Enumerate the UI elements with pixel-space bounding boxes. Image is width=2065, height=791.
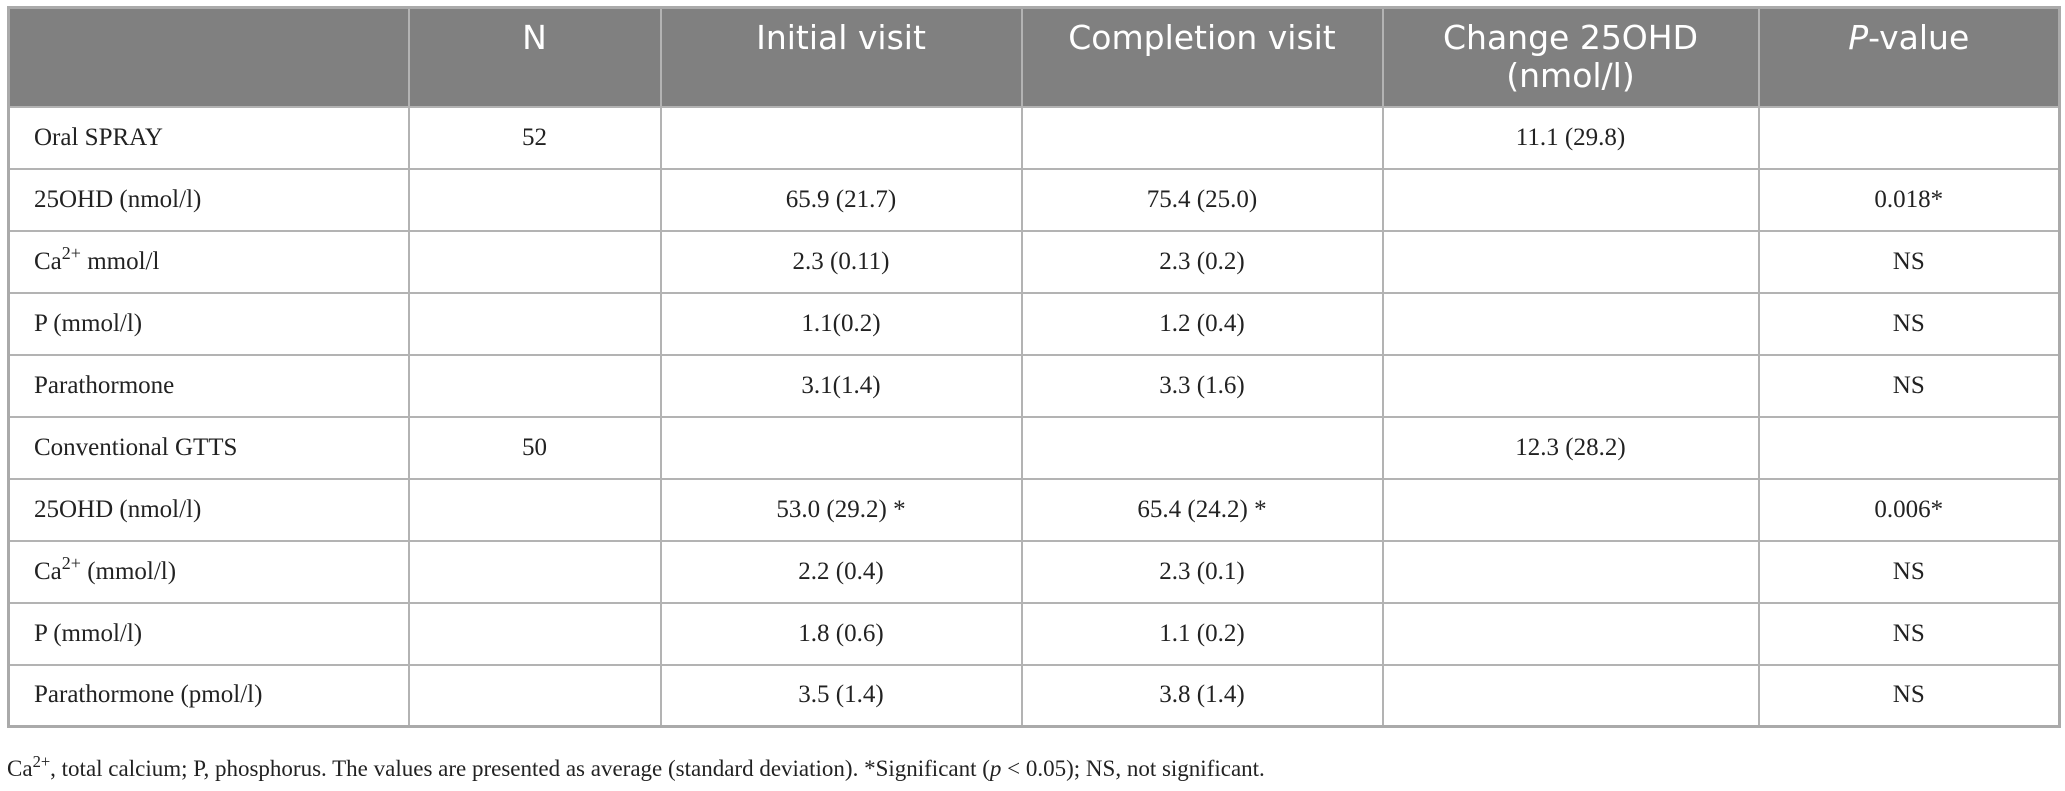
cell-p-value bbox=[1757, 415, 2061, 480]
header-p-italic: P bbox=[1848, 18, 1869, 57]
results-table-container: N Initial visit Completion visit Change … bbox=[7, 6, 2061, 728]
footnote-post: < 0.05); NS, not significant. bbox=[1001, 756, 1265, 781]
cell-initial: 53.0 (29.2) * bbox=[659, 477, 1023, 542]
results-table: N Initial visit Completion visit Change … bbox=[7, 6, 2061, 728]
cell-initial bbox=[659, 105, 1023, 170]
table-footnote: Ca2+, total calcium; P, phosphorus. The … bbox=[7, 753, 1265, 782]
row-label: Parathormone bbox=[7, 353, 410, 418]
cell-initial: 65.9 (21.7) bbox=[659, 167, 1023, 232]
row-label: Ca2+ (mmol/l) bbox=[7, 539, 410, 604]
cell-p-value bbox=[1757, 105, 2061, 170]
cell-p-value: NS bbox=[1757, 291, 2061, 356]
cell-n bbox=[407, 167, 662, 232]
cell-change bbox=[1381, 601, 1760, 666]
cell-p-value: NS bbox=[1757, 229, 2061, 294]
cell-change bbox=[1381, 229, 1760, 294]
cell-initial: 2.3 (0.11) bbox=[659, 229, 1023, 294]
table-row: P (mmol/l) 1.1(0.2) 1.2 (0.4) NS bbox=[7, 291, 2061, 356]
cell-completion: 1.1 (0.2) bbox=[1020, 601, 1384, 666]
row-label: Oral SPRAY bbox=[7, 105, 410, 170]
row-label: P (mmol/l) bbox=[7, 601, 410, 666]
cell-p-value: NS bbox=[1757, 663, 2061, 728]
cell-n bbox=[407, 539, 662, 604]
table-header-row: N Initial visit Completion visit Change … bbox=[7, 6, 2061, 108]
footnote-italic-p: p bbox=[989, 756, 1002, 781]
cell-n bbox=[407, 291, 662, 356]
table-row: 25OHD (nmol/l) 65.9 (21.7) 75.4 (25.0) 0… bbox=[7, 167, 2061, 232]
row-label: Parathormone (pmol/l) bbox=[7, 663, 410, 728]
footnote-pre: Ca bbox=[7, 756, 33, 781]
header-empty bbox=[7, 6, 410, 108]
cell-completion: 3.8 (1.4) bbox=[1020, 663, 1384, 728]
cell-initial bbox=[659, 415, 1023, 480]
cell-change bbox=[1381, 539, 1760, 604]
cell-initial: 2.2 (0.4) bbox=[659, 539, 1023, 604]
cell-n bbox=[407, 477, 662, 542]
table-row: Oral SPRAY 52 11.1 (29.8) bbox=[7, 105, 2061, 170]
row-label: Conventional GTTS bbox=[7, 415, 410, 480]
row-label-pre: Ca bbox=[34, 247, 62, 275]
cell-change bbox=[1381, 353, 1760, 418]
cell-initial: 1.1(0.2) bbox=[659, 291, 1023, 356]
row-label-post: (mmol/l) bbox=[80, 557, 177, 585]
footnote-sup: 2+ bbox=[32, 751, 51, 771]
cell-change bbox=[1381, 663, 1760, 728]
header-change-line1: Change 25OHD bbox=[1442, 18, 1699, 57]
cell-change bbox=[1381, 477, 1760, 542]
row-label-sup: 2+ bbox=[61, 552, 81, 573]
cell-change bbox=[1381, 167, 1760, 232]
cell-change bbox=[1381, 291, 1760, 356]
cell-p-value: NS bbox=[1757, 601, 2061, 666]
cell-initial: 1.8 (0.6) bbox=[659, 601, 1023, 666]
row-label: P (mmol/l) bbox=[7, 291, 410, 356]
cell-completion: 65.4 (24.2) * bbox=[1020, 477, 1384, 542]
row-label-post: mmol/l bbox=[80, 247, 160, 275]
header-change-line2: (nmol/l) bbox=[1506, 56, 1635, 95]
cell-completion: 3.3 (1.6) bbox=[1020, 353, 1384, 418]
header-change-25ohd: Change 25OHD (nmol/l) bbox=[1381, 6, 1760, 108]
cell-n bbox=[407, 601, 662, 666]
cell-completion: 75.4 (25.0) bbox=[1020, 167, 1384, 232]
cell-p-value: 0.006* bbox=[1757, 477, 2061, 542]
row-label: 25OHD (nmol/l) bbox=[7, 477, 410, 542]
cell-n bbox=[407, 663, 662, 728]
cell-p-value: 0.018* bbox=[1757, 167, 2061, 232]
header-p-rest: -value bbox=[1868, 18, 1970, 57]
row-label: Ca2+ mmol/l bbox=[7, 229, 410, 294]
cell-n bbox=[407, 353, 662, 418]
table-row: 25OHD (nmol/l) 53.0 (29.2) * 65.4 (24.2)… bbox=[7, 477, 2061, 542]
cell-n: 50 bbox=[407, 415, 662, 480]
row-label-sup: 2+ bbox=[61, 242, 81, 263]
header-p-value: P-value bbox=[1757, 6, 2061, 108]
cell-initial: 3.5 (1.4) bbox=[659, 663, 1023, 728]
cell-completion: 2.3 (0.1) bbox=[1020, 539, 1384, 604]
cell-change: 11.1 (29.8) bbox=[1381, 105, 1760, 170]
cell-completion: 2.3 (0.2) bbox=[1020, 229, 1384, 294]
table-row: Parathormone (pmol/l) 3.5 (1.4) 3.8 (1.4… bbox=[7, 663, 2061, 728]
table-row: Conventional GTTS 50 12.3 (28.2) bbox=[7, 415, 2061, 480]
cell-completion: 1.2 (0.4) bbox=[1020, 291, 1384, 356]
row-label: 25OHD (nmol/l) bbox=[7, 167, 410, 232]
table-row: Ca2+ (mmol/l) 2.2 (0.4) 2.3 (0.1) NS bbox=[7, 539, 2061, 604]
table-row: P (mmol/l) 1.8 (0.6) 1.1 (0.2) NS bbox=[7, 601, 2061, 666]
table-row: Parathormone 3.1(1.4) 3.3 (1.6) NS bbox=[7, 353, 2061, 418]
table-row: Ca2+ mmol/l 2.3 (0.11) 2.3 (0.2) NS bbox=[7, 229, 2061, 294]
cell-completion bbox=[1020, 415, 1384, 480]
cell-initial: 3.1(1.4) bbox=[659, 353, 1023, 418]
cell-n: 52 bbox=[407, 105, 662, 170]
cell-p-value: NS bbox=[1757, 353, 2061, 418]
cell-completion bbox=[1020, 105, 1384, 170]
header-initial-visit: Initial visit bbox=[659, 6, 1023, 108]
row-label-pre: Ca bbox=[34, 557, 62, 585]
cell-p-value: NS bbox=[1757, 539, 2061, 604]
cell-n bbox=[407, 229, 662, 294]
footnote-mid: , total calcium; P, phosphorus. The valu… bbox=[50, 756, 990, 781]
header-completion-visit: Completion visit bbox=[1020, 6, 1384, 108]
cell-change: 12.3 (28.2) bbox=[1381, 415, 1760, 480]
header-n: N bbox=[407, 6, 662, 108]
